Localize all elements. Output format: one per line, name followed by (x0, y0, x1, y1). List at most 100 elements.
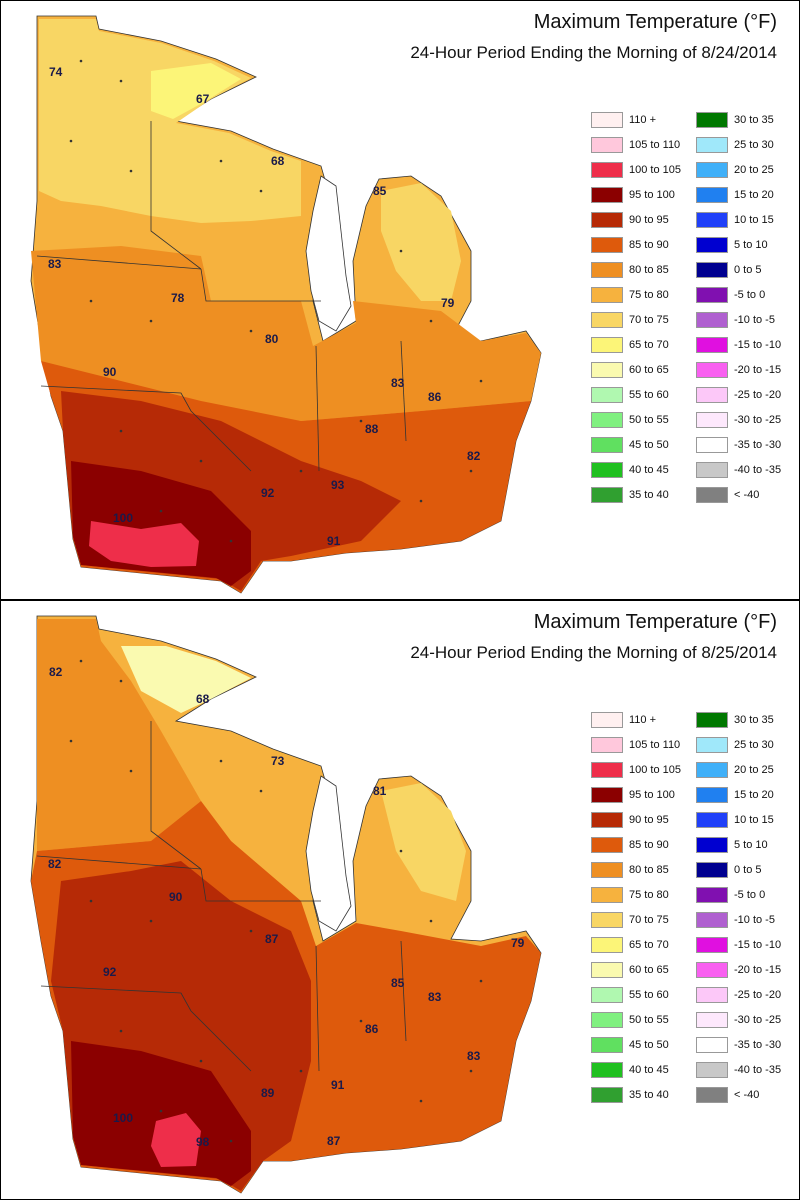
map-value: 82 (467, 449, 481, 463)
map-panel-0824: 74 67 68 85 83 78 79 80 90 83 86 88 82 9… (0, 0, 800, 600)
legend-swatch (591, 487, 623, 503)
legend-swatch (696, 362, 728, 378)
map-value: 91 (331, 1078, 345, 1092)
legend-label: 60 to 65 (629, 964, 669, 976)
legend-item: < -40 (696, 486, 796, 504)
map-value: 90 (103, 365, 117, 379)
legend-swatch (591, 437, 623, 453)
map-value: 98 (196, 1135, 210, 1149)
legend-label: 35 to 40 (629, 1089, 669, 1101)
legend-item: 60 to 65 (591, 361, 691, 379)
legend-swatch (591, 137, 623, 153)
legend-swatch (591, 312, 623, 328)
legend-swatch (591, 162, 623, 178)
map-value: 78 (171, 291, 185, 305)
legend-label: -15 to -10 (734, 939, 782, 951)
legend-label: 40 to 45 (629, 1064, 669, 1076)
map-value: 73 (271, 754, 285, 768)
legend-label: -15 to -10 (734, 339, 782, 351)
legend-swatch (696, 762, 728, 778)
zone-70-75 (39, 19, 301, 223)
legend-label: -40 to -35 (734, 1064, 782, 1076)
legend-label: -5 to 0 (734, 289, 766, 301)
legend-swatch (696, 262, 728, 278)
legend-swatch (591, 987, 623, 1003)
legend-item: 100 to 105 (591, 161, 691, 179)
legend-label: 110 + (629, 114, 657, 126)
legend-item: 70 to 75 (591, 311, 691, 329)
map-value: 86 (365, 1022, 379, 1036)
legend-label: -20 to -15 (734, 364, 782, 376)
legend-swatch (591, 912, 623, 928)
legend-label: 0 to 5 (734, 264, 762, 276)
legend-swatch (591, 337, 623, 353)
legend-item: 40 to 45 (591, 461, 691, 479)
legend-label: 95 to 100 (629, 189, 675, 201)
legend-label: 30 to 35 (734, 714, 774, 726)
legend-label: 55 to 60 (629, 989, 669, 1001)
legend-label: 70 to 75 (629, 314, 669, 326)
legend-label: 75 to 80 (629, 889, 669, 901)
legend-swatch (591, 762, 623, 778)
legend-swatch (696, 387, 728, 403)
map-value: 100 (113, 1111, 133, 1125)
legend-item: 55 to 60 (591, 386, 691, 404)
map-value: 92 (261, 486, 275, 500)
legend: 110 + 105 to 110 100 to 105 95 to 100 90 to … (591, 111, 791, 506)
map-value: 91 (327, 534, 341, 548)
map-value: 92 (103, 965, 117, 979)
legend-label: 45 to 50 (629, 439, 669, 451)
map-value: 93 (331, 478, 345, 492)
legend-label: 20 to 25 (734, 764, 774, 776)
legend-item: 15 to 20 (696, 186, 796, 204)
legend-item: -5 to 0 (696, 286, 796, 304)
zone-80-85 (37, 619, 201, 851)
legend-item: 20 to 25 (696, 161, 796, 179)
lake-michigan (305, 175, 352, 332)
legend-swatch (696, 337, 728, 353)
legend-item: 65 to 70 (591, 936, 691, 954)
legend-item: 80 to 85 (591, 261, 691, 279)
legend-item: 5 to 10 (696, 236, 796, 254)
map-panel-0825: 82 68 73 81 82 90 87 79 92 85 83 86 83 8… (0, 600, 800, 1200)
zone-100-105 (89, 521, 199, 567)
map-value: 83 (48, 257, 62, 271)
map-value: 87 (327, 1134, 341, 1148)
legend-swatch (696, 987, 728, 1003)
legend-label: 55 to 60 (629, 389, 669, 401)
legend-item: 30 to 35 (696, 711, 796, 729)
legend-swatch (591, 462, 623, 478)
map-value: 82 (49, 665, 63, 679)
legend-swatch (696, 887, 728, 903)
legend-label: 105 to 110 (629, 739, 681, 751)
legend-swatch (591, 962, 623, 978)
legend-label: -30 to -25 (734, 1014, 782, 1026)
legend-label: -20 to -15 (734, 964, 782, 976)
legend-item: < -40 (696, 1086, 796, 1104)
legend-item: 95 to 100 (591, 186, 691, 204)
legend-label: -25 to -20 (734, 389, 782, 401)
legend-label: 25 to 30 (734, 139, 774, 151)
legend-swatch (696, 237, 728, 253)
legend-item: -10 to -5 (696, 911, 796, 929)
map-value: 89 (261, 1086, 275, 1100)
map-value: 68 (271, 154, 285, 168)
map-value: 83 (391, 376, 405, 390)
legend-item: -10 to -5 (696, 311, 796, 329)
map-subtitle: 24-Hour Period Ending the Morning of 8/2… (410, 43, 777, 62)
legend-swatch (696, 212, 728, 228)
map-value: 67 (196, 92, 210, 106)
legend-swatch (591, 412, 623, 428)
map-value: 83 (467, 1049, 481, 1063)
legend-item: 10 to 15 (696, 811, 796, 829)
legend-label: 50 to 55 (629, 1014, 669, 1026)
legend-label: 45 to 50 (629, 1039, 669, 1051)
legend-swatch (591, 1012, 623, 1028)
legend-item: 0 to 5 (696, 861, 796, 879)
legend-swatch (696, 712, 728, 728)
legend-item: 80 to 85 (591, 861, 691, 879)
legend-swatch (696, 462, 728, 478)
legend-item: 60 to 65 (591, 961, 691, 979)
legend-swatch (696, 187, 728, 203)
legend-swatch (696, 112, 728, 128)
